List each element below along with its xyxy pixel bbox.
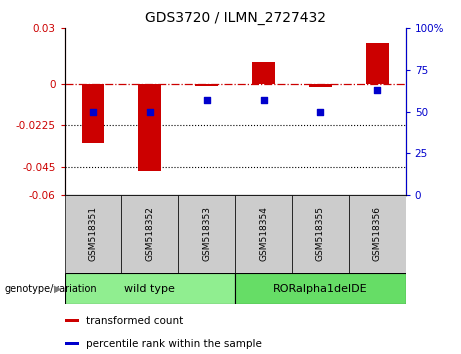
- Point: [317, 109, 324, 114]
- Text: GSM518353: GSM518353: [202, 206, 211, 261]
- Bar: [65, 195, 121, 273]
- Text: transformed count: transformed count: [86, 315, 183, 326]
- Bar: [65, 319, 79, 322]
- Point: [146, 109, 154, 114]
- Text: RORalpha1delDE: RORalpha1delDE: [273, 284, 368, 293]
- Text: genotype/variation: genotype/variation: [5, 284, 97, 293]
- Bar: [309, 84, 332, 87]
- Point: [373, 87, 381, 93]
- Bar: [65, 342, 79, 345]
- Point: [89, 109, 97, 114]
- Text: wild type: wild type: [124, 284, 175, 293]
- Text: GSM518352: GSM518352: [145, 206, 154, 261]
- Bar: [82, 84, 104, 143]
- Bar: [366, 43, 389, 84]
- Point: [203, 97, 210, 103]
- Bar: [235, 195, 292, 273]
- Title: GDS3720 / ILMN_2727432: GDS3720 / ILMN_2727432: [145, 11, 325, 24]
- Text: GSM518355: GSM518355: [316, 206, 325, 261]
- Bar: [292, 195, 349, 273]
- Bar: [138, 84, 161, 171]
- Bar: [235, 273, 406, 304]
- Text: GSM518354: GSM518354: [259, 206, 268, 261]
- Text: ▶: ▶: [54, 284, 61, 293]
- Bar: [65, 273, 235, 304]
- Bar: [178, 195, 235, 273]
- Text: GSM518356: GSM518356: [373, 206, 382, 261]
- Bar: [121, 195, 178, 273]
- Text: percentile rank within the sample: percentile rank within the sample: [86, 338, 261, 349]
- Bar: [252, 62, 275, 84]
- Bar: [195, 84, 218, 86]
- Point: [260, 97, 267, 103]
- Bar: [349, 195, 406, 273]
- Text: GSM518351: GSM518351: [89, 206, 97, 261]
